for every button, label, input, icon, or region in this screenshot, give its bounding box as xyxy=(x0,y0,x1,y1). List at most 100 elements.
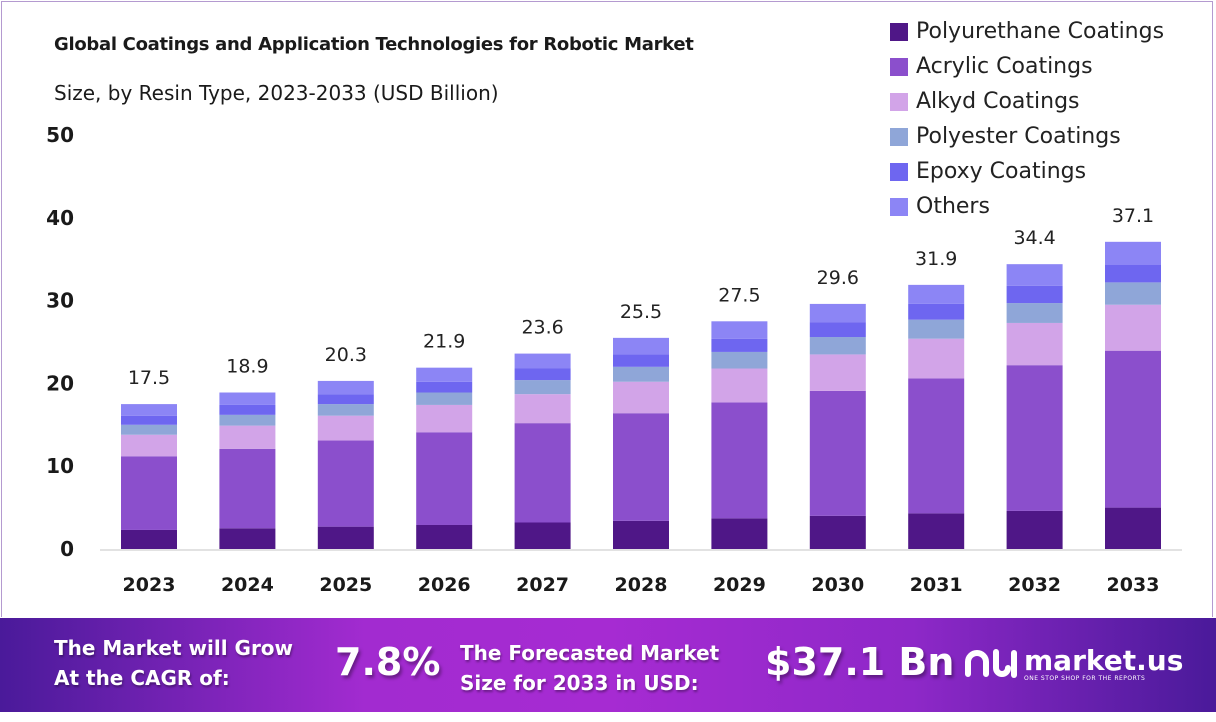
stacked-bar-chart: 0102030405017.5202318.9202420.3202521.92… xyxy=(46,123,1182,596)
x-tick-label: 2029 xyxy=(713,574,766,596)
chart-title: Global Coatings and Application Technolo… xyxy=(54,34,694,55)
x-tick-label: 2028 xyxy=(615,574,668,596)
bar-segment-polyurethane-coatings xyxy=(908,513,965,549)
bar-segment-alkyd-coatings xyxy=(711,368,768,403)
bar-segment-polyurethane-coatings xyxy=(514,522,571,549)
bar-segment-epoxy-coatings xyxy=(219,404,276,415)
total-data-label: 18.9 xyxy=(226,356,268,378)
bar-segment-polyurethane-coatings xyxy=(1105,507,1161,549)
bar-segment-epoxy-coatings xyxy=(809,322,866,338)
bar-segment-acrylic-coatings xyxy=(219,448,276,529)
bar-segment-polyurethane-coatings xyxy=(1006,510,1063,549)
total-data-label: 20.3 xyxy=(325,344,367,366)
bar-segment-polyester-coatings xyxy=(317,404,374,416)
summary-banner: The Market will Grow At the CAGR of: 7.8… xyxy=(0,618,1216,712)
legend-label: Alkyd Coatings xyxy=(916,89,1080,114)
x-tick-label: 2026 xyxy=(418,574,471,596)
bar-segment-acrylic-coatings xyxy=(416,432,473,525)
total-data-label: 17.5 xyxy=(128,367,170,389)
x-tick-label: 2024 xyxy=(221,574,274,596)
forecast-label: The Forecasted Market Size for 2033 in U… xyxy=(460,638,719,698)
forecast-value: $37.1 Bn xyxy=(765,640,955,684)
chart-frame xyxy=(1,1,1213,617)
total-data-label: 25.5 xyxy=(620,301,662,323)
bar-segment-epoxy-coatings xyxy=(711,338,768,352)
legend-item: Others xyxy=(890,189,1164,224)
bar-segment-acrylic-coatings xyxy=(514,423,571,523)
legend-label: Polyester Coatings xyxy=(916,124,1121,149)
bar-segment-alkyd-coatings xyxy=(1105,304,1161,351)
bar-segment-polyester-coatings xyxy=(1105,282,1161,305)
bar-segment-polyester-coatings xyxy=(416,392,473,405)
total-data-label: 27.5 xyxy=(718,284,760,306)
legend-item: Epoxy Coatings xyxy=(890,154,1164,189)
forecast-label-line-2: Size for 2033 in USD: xyxy=(460,671,699,695)
x-tick-label: 2031 xyxy=(910,574,963,596)
y-tick-label: 30 xyxy=(46,289,74,313)
bar-segment-acrylic-coatings xyxy=(809,390,866,516)
bar-segment-epoxy-coatings xyxy=(908,303,965,320)
y-tick-label: 40 xyxy=(46,206,74,230)
total-data-label: 21.9 xyxy=(423,331,465,353)
forecast-label-line-1: The Forecasted Market xyxy=(460,641,720,665)
bar-segment-polyester-coatings xyxy=(711,351,768,369)
bar-segment-polyurethane-coatings xyxy=(711,518,768,549)
bar-segment-others xyxy=(613,337,669,355)
legend: Polyurethane Coatings Acrylic Coatings Alk… xyxy=(890,14,1164,224)
bar-segment-acrylic-coatings xyxy=(317,440,374,527)
bar-segment-others xyxy=(908,284,965,304)
total-data-label: 34.4 xyxy=(1013,227,1055,249)
bar-segment-others xyxy=(1105,241,1161,265)
market-us-logo: market.us ONE STOP SHOP FOR THE REPORTS xyxy=(962,644,1183,684)
bar-segment-epoxy-coatings xyxy=(1105,264,1161,283)
legend-item: Polyurethane Coatings xyxy=(890,14,1164,49)
bar-segment-alkyd-coatings xyxy=(121,434,177,457)
bar-segment-others xyxy=(121,404,177,416)
bar-segment-epoxy-coatings xyxy=(613,354,669,367)
y-tick-label: 20 xyxy=(46,371,74,395)
bar-segment-alkyd-coatings xyxy=(908,338,965,379)
bar-segment-epoxy-coatings xyxy=(121,415,177,425)
x-tick-label: 2033 xyxy=(1107,574,1160,596)
legend-swatch xyxy=(890,22,908,41)
bar-segment-alkyd-coatings xyxy=(1006,322,1063,366)
bar-segment-polyurethane-coatings xyxy=(613,520,669,549)
bar-segment-polyurethane-coatings xyxy=(317,526,374,549)
total-data-label: 23.6 xyxy=(521,317,563,339)
bar-segment-epoxy-coatings xyxy=(1006,285,1063,304)
bar-segment-alkyd-coatings xyxy=(613,381,669,414)
x-tick-label: 2027 xyxy=(516,574,569,596)
legend-item: Alkyd Coatings xyxy=(890,84,1164,119)
bar-segment-others xyxy=(1006,264,1063,286)
bar-segment-polyester-coatings xyxy=(1006,303,1063,323)
chart-subtitle: Size, by Resin Type, 2023-2033 (USD Bill… xyxy=(54,81,499,105)
logo-tagline: ONE STOP SHOP FOR THE REPORTS xyxy=(1024,674,1146,682)
bar-segment-polyester-coatings xyxy=(121,424,177,435)
bar-segment-acrylic-coatings xyxy=(613,413,669,521)
logo-mark-icon xyxy=(965,649,1017,678)
bar-segment-others xyxy=(416,367,473,382)
y-tick-label: 50 xyxy=(46,123,74,147)
x-tick-label: 2023 xyxy=(123,574,176,596)
legend-swatch xyxy=(890,57,908,76)
bar-segment-polyester-coatings xyxy=(908,319,965,339)
bar-segment-epoxy-coatings xyxy=(514,368,571,381)
legend-label: Acrylic Coatings xyxy=(916,54,1093,79)
bar-segment-acrylic-coatings xyxy=(1006,365,1063,511)
bar-segment-acrylic-coatings xyxy=(1105,350,1161,508)
cagr-label-line-2: At the CAGR of: xyxy=(54,666,230,690)
bar-segment-alkyd-coatings xyxy=(514,394,571,424)
bar-segment-epoxy-coatings xyxy=(317,394,374,405)
legend-swatch xyxy=(890,92,908,111)
bar-segment-acrylic-coatings xyxy=(908,378,965,514)
bar-segment-alkyd-coatings xyxy=(809,354,866,391)
cagr-value: 7.8% xyxy=(335,640,441,684)
legend-item: Polyester Coatings xyxy=(890,119,1164,154)
cagr-label: The Market will Grow At the CAGR of: xyxy=(54,633,293,693)
y-tick-label: 10 xyxy=(46,454,74,478)
bar-segment-others xyxy=(514,353,571,369)
total-data-label: 29.6 xyxy=(817,267,859,289)
x-tick-label: 2032 xyxy=(1008,574,1061,596)
cagr-label-line-1: The Market will Grow xyxy=(54,636,294,660)
